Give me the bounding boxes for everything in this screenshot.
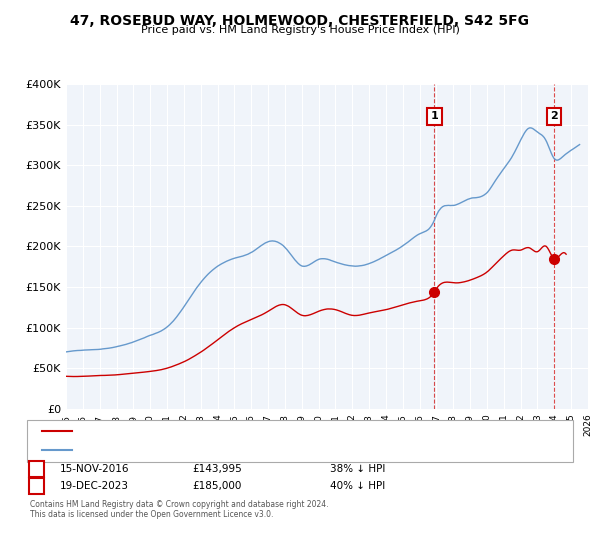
Text: 47, ROSEBUD WAY, HOLMEWOOD, CHESTERFIELD, S42 5FG (detached house): 47, ROSEBUD WAY, HOLMEWOOD, CHESTERFIELD…	[78, 427, 427, 436]
Text: 40% ↓ HPI: 40% ↓ HPI	[330, 481, 385, 491]
Text: 2: 2	[550, 111, 557, 122]
Text: HPI: Average price, detached house, North East Derbyshire: HPI: Average price, detached house, Nort…	[78, 445, 346, 454]
Text: 19-DEC-2023: 19-DEC-2023	[60, 481, 129, 491]
Text: Contains HM Land Registry data © Crown copyright and database right 2024.: Contains HM Land Registry data © Crown c…	[30, 500, 329, 508]
Text: Price paid vs. HM Land Registry's House Price Index (HPI): Price paid vs. HM Land Registry's House …	[140, 25, 460, 35]
Text: 15-NOV-2016: 15-NOV-2016	[60, 464, 130, 474]
Text: £143,995: £143,995	[192, 464, 242, 474]
Text: 47, ROSEBUD WAY, HOLMEWOOD, CHESTERFIELD, S42 5FG: 47, ROSEBUD WAY, HOLMEWOOD, CHESTERFIELD…	[71, 14, 530, 28]
Text: 1: 1	[33, 464, 40, 474]
Text: 38% ↓ HPI: 38% ↓ HPI	[330, 464, 385, 474]
Text: £185,000: £185,000	[192, 481, 241, 491]
Text: 2: 2	[33, 481, 40, 491]
Text: 1: 1	[431, 111, 439, 122]
Text: This data is licensed under the Open Government Licence v3.0.: This data is licensed under the Open Gov…	[30, 510, 274, 519]
